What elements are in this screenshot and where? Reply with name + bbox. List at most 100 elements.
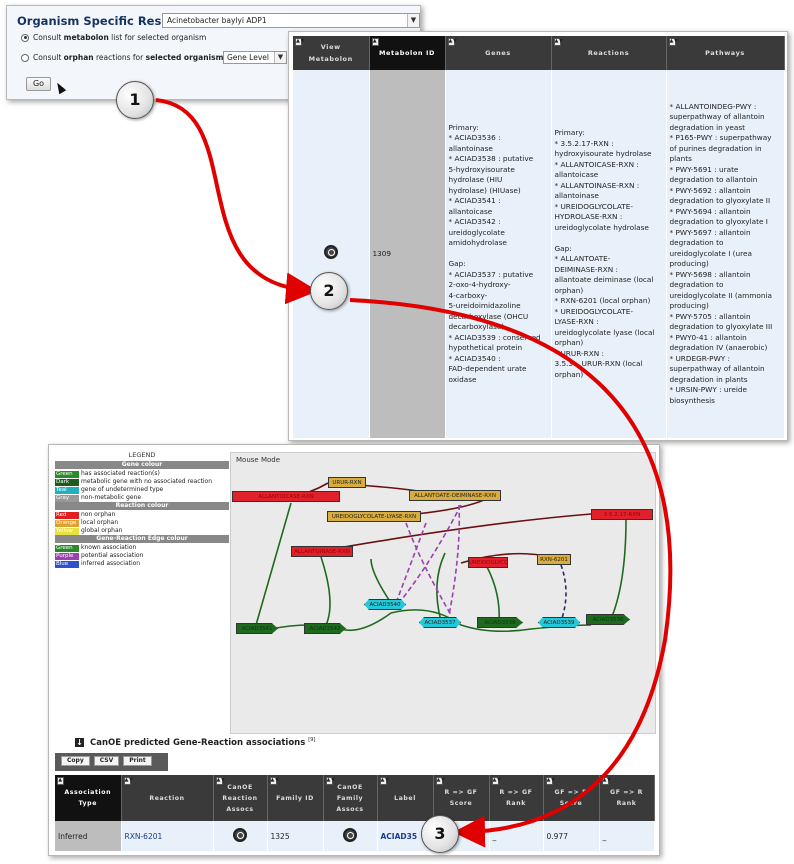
reaction-swatch: Red (55, 511, 79, 519)
sort-icon[interactable]: ▲▼ (269, 777, 280, 785)
copy-button[interactable]: Copy (61, 756, 90, 766)
assoc-col-header[interactable]: ▲▼ GF => R Score (543, 775, 600, 821)
legend-edge-colour-title: Gene-Reaction Edge colour (55, 535, 229, 543)
col-genes[interactable]: ▲▼ Genes (445, 36, 552, 70)
magnifier-icon[interactable] (343, 828, 357, 842)
arrow-down-icon[interactable]: ↓ (75, 737, 84, 747)
print-button[interactable]: Print (123, 756, 152, 766)
edge (436, 552, 446, 622)
reaction-swatch: Orange (55, 519, 79, 527)
chevron-down-icon[interactable]: ▼ (407, 14, 419, 27)
sort-icon[interactable]: ▲▼ (435, 777, 446, 785)
legend-edge-items: Green known association Purple potential as… (55, 544, 229, 568)
assoc-col-header[interactable]: ▲▼ R => GF Rank (489, 775, 544, 821)
col-reactions[interactable]: ▲▼ Reactions (551, 36, 667, 70)
node-aciad3537[interactable]: ACIAD3537 (419, 617, 461, 628)
level-select-value: Gene Level (227, 53, 269, 62)
edge-item: Purple potential association (55, 552, 229, 560)
csv-button[interactable]: CSV (93, 756, 120, 766)
reaction-text: global orphan (81, 527, 123, 534)
node-aciad3540[interactable]: ACIAD3540 (364, 599, 406, 610)
reaction-link[interactable]: RXN-6201 (124, 831, 163, 841)
option-metabolon[interactable]: Consult metabolon list for selected orga… (21, 33, 206, 42)
node-urur-rxn[interactable]: URUR-RXN (328, 477, 366, 488)
reaction-text: local orphan (81, 519, 119, 526)
radio-metabolon[interactable] (21, 33, 29, 42)
assoc-col-header[interactable]: ▲▼ Family ID (267, 775, 324, 821)
sort-icon[interactable]: ▲ (371, 38, 379, 46)
node-ureidoglycolate-lyase-rxn[interactable]: UREIDOGLYCOLATE-LYASE-RXN (327, 511, 421, 522)
gene-text: metabolic gene with no associated reacti… (81, 478, 213, 485)
assoc-col-header[interactable]: ▲▼ CanOE Family Assocs (323, 775, 378, 821)
sort-icon[interactable]: ▲▼ (545, 777, 556, 785)
gene-item: Teal gene of undetermined type (55, 486, 229, 494)
node-allantoate-deiminase-rxn[interactable]: ALLANTOATE-DEIMINASE-RXN (409, 490, 501, 501)
form-title-text: Organism Specific Results: (17, 14, 191, 28)
sort-icon[interactable]: ▲▼ (379, 777, 390, 785)
label-link[interactable]: ACIAD35 (380, 831, 418, 841)
sort-icon[interactable]: ▲▼ (601, 777, 612, 785)
node-allantoinase-rxn[interactable]: ALLANTOINASE-RXN (291, 546, 353, 557)
assoc-col-header[interactable]: ▲▼ Label (377, 775, 434, 821)
arrow-1-to-2 (155, 98, 318, 305)
sort-icon[interactable]: ▲ (57, 777, 64, 785)
sort-icon[interactable]: ▲▼ (325, 777, 336, 785)
node-aciad3541[interactable]: ACIAD3541 (236, 623, 278, 634)
option-orphan[interactable]: Consult orphan reactions for selected or… (21, 53, 223, 62)
node-ureidoglycolate-hydrolase-rxn[interactable]: UREIDOGLYCOLATE-HYDROLASE-RXN (468, 557, 508, 568)
gene-item: Dark Greenmetabolic gene with no associa… (55, 478, 229, 492)
assoc-col-header[interactable]: ▲ Association Type (55, 775, 122, 821)
node-3-5-2-17-rxn[interactable]: 3.5.2.17-RXN (591, 509, 653, 520)
network-canvas[interactable]: Mouse Mode URUR-RXN (230, 452, 656, 734)
callout-2: 2 (310, 272, 348, 310)
gene-text: non-metabolic gene (81, 494, 142, 501)
sort-icon[interactable]: ▲▼ (668, 38, 679, 46)
organism-select[interactable]: Acinetobacter baylyi ADP1 ▼ (162, 13, 420, 28)
node-rxn-6201[interactable]: RXN-6201 (537, 554, 571, 565)
associations-table: ▲ Association Type ▲▼ Reaction ▲▼ CanOE React… (55, 775, 655, 851)
sort-icon[interactable]: ▲▼ (123, 777, 134, 785)
edge-swatch: Purple (55, 552, 79, 560)
col-pathways[interactable]: ▲▼ Pathways (666, 36, 785, 70)
node-allantoicase-rxn[interactable]: ALLANTOICASE-RXN (232, 491, 340, 502)
association-type-cell: Inferred (55, 821, 122, 851)
sort-icon[interactable]: ▲▼ (491, 777, 502, 785)
genes-cell: Primary: * ACIAD3536 : allantoinase * AC… (445, 70, 552, 438)
node-aciad3536[interactable]: ACIAD3536 (586, 614, 630, 625)
node-aciad3542[interactable]: ACIAD3542 (304, 623, 346, 634)
edge (610, 518, 627, 620)
node-aciad3538[interactable]: ACIAD3538 (477, 617, 523, 628)
sort-icon[interactable]: ▲▼ (447, 38, 458, 46)
footnote: [9] (308, 737, 316, 743)
magnifier-icon[interactable] (323, 245, 338, 260)
option-orphan-label: Consult orphan reactions for selected or… (33, 53, 224, 62)
assoc-col-header[interactable]: ▲▼ GF => R Rank (599, 775, 655, 821)
sort-icon[interactable]: ▲▼ (215, 777, 226, 785)
family-id-cell: 1325 (267, 821, 324, 851)
sort-icon[interactable]: ▲▼ (553, 38, 564, 46)
pathways-text: * ALLANTOINDEG-PWY : superpathway of all… (669, 101, 773, 405)
level-select[interactable]: Gene Level ▼ (223, 51, 287, 64)
organism-select-value: Acinetobacter baylyi ADP1 (167, 16, 267, 25)
col-metabolon-id[interactable]: ▲ Metabolon ID (369, 36, 446, 70)
edge (485, 564, 501, 624)
node-aciad3539[interactable]: ACIAD3539 (538, 617, 580, 628)
edge (320, 556, 331, 626)
col-view-metabolon[interactable]: ▲▼ View Metabolon (293, 36, 370, 70)
chevron-down-icon[interactable]: ▼ (274, 52, 286, 63)
reaction-cell: RXN-6201 (121, 821, 214, 851)
assoc-col-header[interactable]: ▲▼ CanOE Reaction Assocs (213, 775, 268, 821)
assoc-col-header[interactable]: ▲▼ Reaction (121, 775, 214, 821)
edge (395, 522, 427, 604)
sort-icon[interactable]: ▲▼ (295, 38, 305, 46)
reactions-text: Primary: * 3.5.2.17-RXN : hydroxyisourat… (554, 128, 655, 379)
legend-gene-colour-title: Gene colour (55, 461, 229, 469)
go-button[interactable]: Go (26, 77, 51, 91)
legend: LEGEND Gene colour Green has associated r… (55, 451, 229, 727)
legend-reaction-items: Red non orphan Orange local orphan Yellow glo… (55, 511, 229, 535)
radio-orphan[interactable] (21, 53, 29, 62)
magnifier-icon[interactable] (233, 828, 247, 842)
edge-text: potential association (81, 552, 144, 559)
edge-swatch: Green (55, 544, 79, 552)
